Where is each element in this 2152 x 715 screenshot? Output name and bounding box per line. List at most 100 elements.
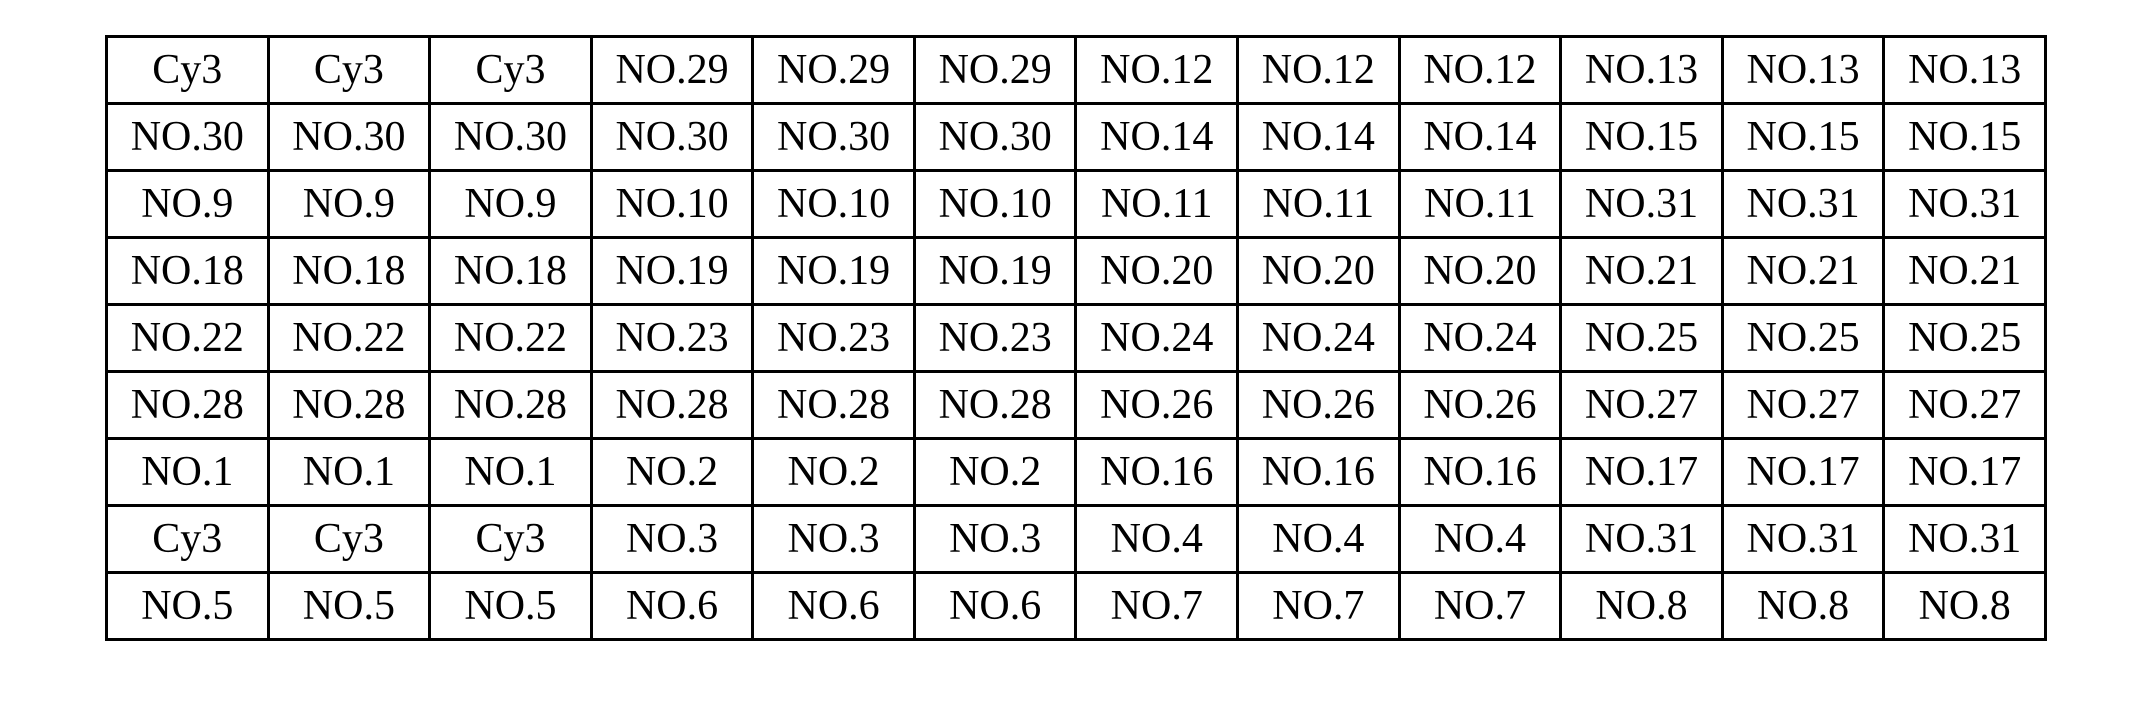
- table-cell: NO.9: [430, 171, 592, 238]
- table-cell: NO.13: [1561, 37, 1723, 104]
- table-cell: NO.18: [430, 238, 592, 305]
- table-cell: NO.29: [914, 37, 1076, 104]
- table-cell: NO.12: [1399, 37, 1561, 104]
- table-cell: NO.21: [1722, 238, 1884, 305]
- table-cell: NO.29: [753, 37, 915, 104]
- table-cell: NO.18: [107, 238, 269, 305]
- table-cell: NO.26: [1076, 372, 1238, 439]
- table-cell: NO.2: [591, 439, 753, 506]
- table-cell: NO.19: [753, 238, 915, 305]
- table-cell: NO.24: [1238, 305, 1400, 372]
- table-cell: NO.30: [107, 104, 269, 171]
- table-cell: NO.30: [591, 104, 753, 171]
- table-row: Cy3 Cy3 Cy3 NO.29 NO.29 NO.29 NO.12 NO.1…: [107, 37, 2046, 104]
- table-cell: NO.3: [914, 506, 1076, 573]
- table-cell: NO.10: [591, 171, 753, 238]
- table-cell: NO.4: [1238, 506, 1400, 573]
- table-cell: NO.27: [1561, 372, 1723, 439]
- table-cell: NO.27: [1884, 372, 2046, 439]
- table-cell: NO.9: [268, 171, 430, 238]
- table-cell: NO.12: [1076, 37, 1238, 104]
- table-row: NO.1 NO.1 NO.1 NO.2 NO.2 NO.2 NO.16 NO.1…: [107, 439, 2046, 506]
- table-cell: Cy3: [268, 37, 430, 104]
- table-row: Cy3 Cy3 Cy3 NO.3 NO.3 NO.3 NO.4 NO.4 NO.…: [107, 506, 2046, 573]
- table-row: NO.18 NO.18 NO.18 NO.19 NO.19 NO.19 NO.2…: [107, 238, 2046, 305]
- table-cell: Cy3: [107, 37, 269, 104]
- table-cell: NO.15: [1884, 104, 2046, 171]
- table-cell: NO.8: [1722, 573, 1884, 640]
- table-row: NO.30 NO.30 NO.30 NO.30 NO.30 NO.30 NO.1…: [107, 104, 2046, 171]
- table-cell: NO.13: [1722, 37, 1884, 104]
- table-cell: NO.17: [1561, 439, 1723, 506]
- table-cell: NO.7: [1238, 573, 1400, 640]
- table-cell: NO.1: [107, 439, 269, 506]
- table-cell: NO.22: [268, 305, 430, 372]
- table-cell: NO.20: [1238, 238, 1400, 305]
- table-cell: NO.15: [1722, 104, 1884, 171]
- table-cell: Cy3: [107, 506, 269, 573]
- table-cell: NO.11: [1399, 171, 1561, 238]
- table-cell: NO.25: [1561, 305, 1723, 372]
- table-cell: NO.9: [107, 171, 269, 238]
- table-cell: NO.1: [430, 439, 592, 506]
- table-cell: Cy3: [430, 506, 592, 573]
- table-cell: NO.16: [1399, 439, 1561, 506]
- data-table: Cy3 Cy3 Cy3 NO.29 NO.29 NO.29 NO.12 NO.1…: [105, 35, 2047, 641]
- table-cell: NO.31: [1722, 506, 1884, 573]
- table-cell: NO.3: [753, 506, 915, 573]
- table-cell: Cy3: [268, 506, 430, 573]
- table-cell: NO.6: [753, 573, 915, 640]
- table-cell: NO.10: [914, 171, 1076, 238]
- table-cell: NO.5: [107, 573, 269, 640]
- table-cell: NO.17: [1722, 439, 1884, 506]
- table-cell: NO.31: [1722, 171, 1884, 238]
- table-cell: NO.26: [1238, 372, 1400, 439]
- table-cell: NO.16: [1238, 439, 1400, 506]
- table-cell: NO.30: [914, 104, 1076, 171]
- table-cell: NO.19: [591, 238, 753, 305]
- table-row: NO.9 NO.9 NO.9 NO.10 NO.10 NO.10 NO.11 N…: [107, 171, 2046, 238]
- table-cell: NO.12: [1238, 37, 1400, 104]
- table-cell: NO.30: [753, 104, 915, 171]
- table-cell: NO.21: [1884, 238, 2046, 305]
- table-cell: NO.8: [1884, 573, 2046, 640]
- table-cell: NO.13: [1884, 37, 2046, 104]
- table-cell: NO.31: [1884, 506, 2046, 573]
- table-cell: NO.30: [268, 104, 430, 171]
- table-cell: NO.22: [107, 305, 269, 372]
- table-cell: NO.8: [1561, 573, 1723, 640]
- table-cell: NO.22: [430, 305, 592, 372]
- table-cell: NO.28: [591, 372, 753, 439]
- table-cell: NO.23: [591, 305, 753, 372]
- table-cell: NO.18: [268, 238, 430, 305]
- table-cell: NO.6: [914, 573, 1076, 640]
- table-cell: NO.20: [1399, 238, 1561, 305]
- page: Cy3 Cy3 Cy3 NO.29 NO.29 NO.29 NO.12 NO.1…: [0, 0, 2152, 715]
- table-cell: NO.30: [430, 104, 592, 171]
- table-cell: NO.2: [753, 439, 915, 506]
- table-cell: NO.4: [1076, 506, 1238, 573]
- table-cell: NO.6: [591, 573, 753, 640]
- table-cell: Cy3: [430, 37, 592, 104]
- table-cell: NO.11: [1076, 171, 1238, 238]
- table-cell: NO.17: [1884, 439, 2046, 506]
- table-cell: NO.14: [1399, 104, 1561, 171]
- table-cell: NO.25: [1884, 305, 2046, 372]
- table-cell: NO.2: [914, 439, 1076, 506]
- table-cell: NO.29: [591, 37, 753, 104]
- table-cell: NO.3: [591, 506, 753, 573]
- table-cell: NO.26: [1399, 372, 1561, 439]
- table-cell: NO.19: [914, 238, 1076, 305]
- table-cell: NO.5: [268, 573, 430, 640]
- table-cell: NO.5: [430, 573, 592, 640]
- table-cell: NO.10: [753, 171, 915, 238]
- table-cell: NO.1: [268, 439, 430, 506]
- table-cell: NO.23: [753, 305, 915, 372]
- table-cell: NO.23: [914, 305, 1076, 372]
- table-cell: NO.25: [1722, 305, 1884, 372]
- table-cell: NO.7: [1076, 573, 1238, 640]
- table-cell: NO.20: [1076, 238, 1238, 305]
- table-cell: NO.31: [1561, 171, 1723, 238]
- table-cell: NO.21: [1561, 238, 1723, 305]
- table-cell: NO.15: [1561, 104, 1723, 171]
